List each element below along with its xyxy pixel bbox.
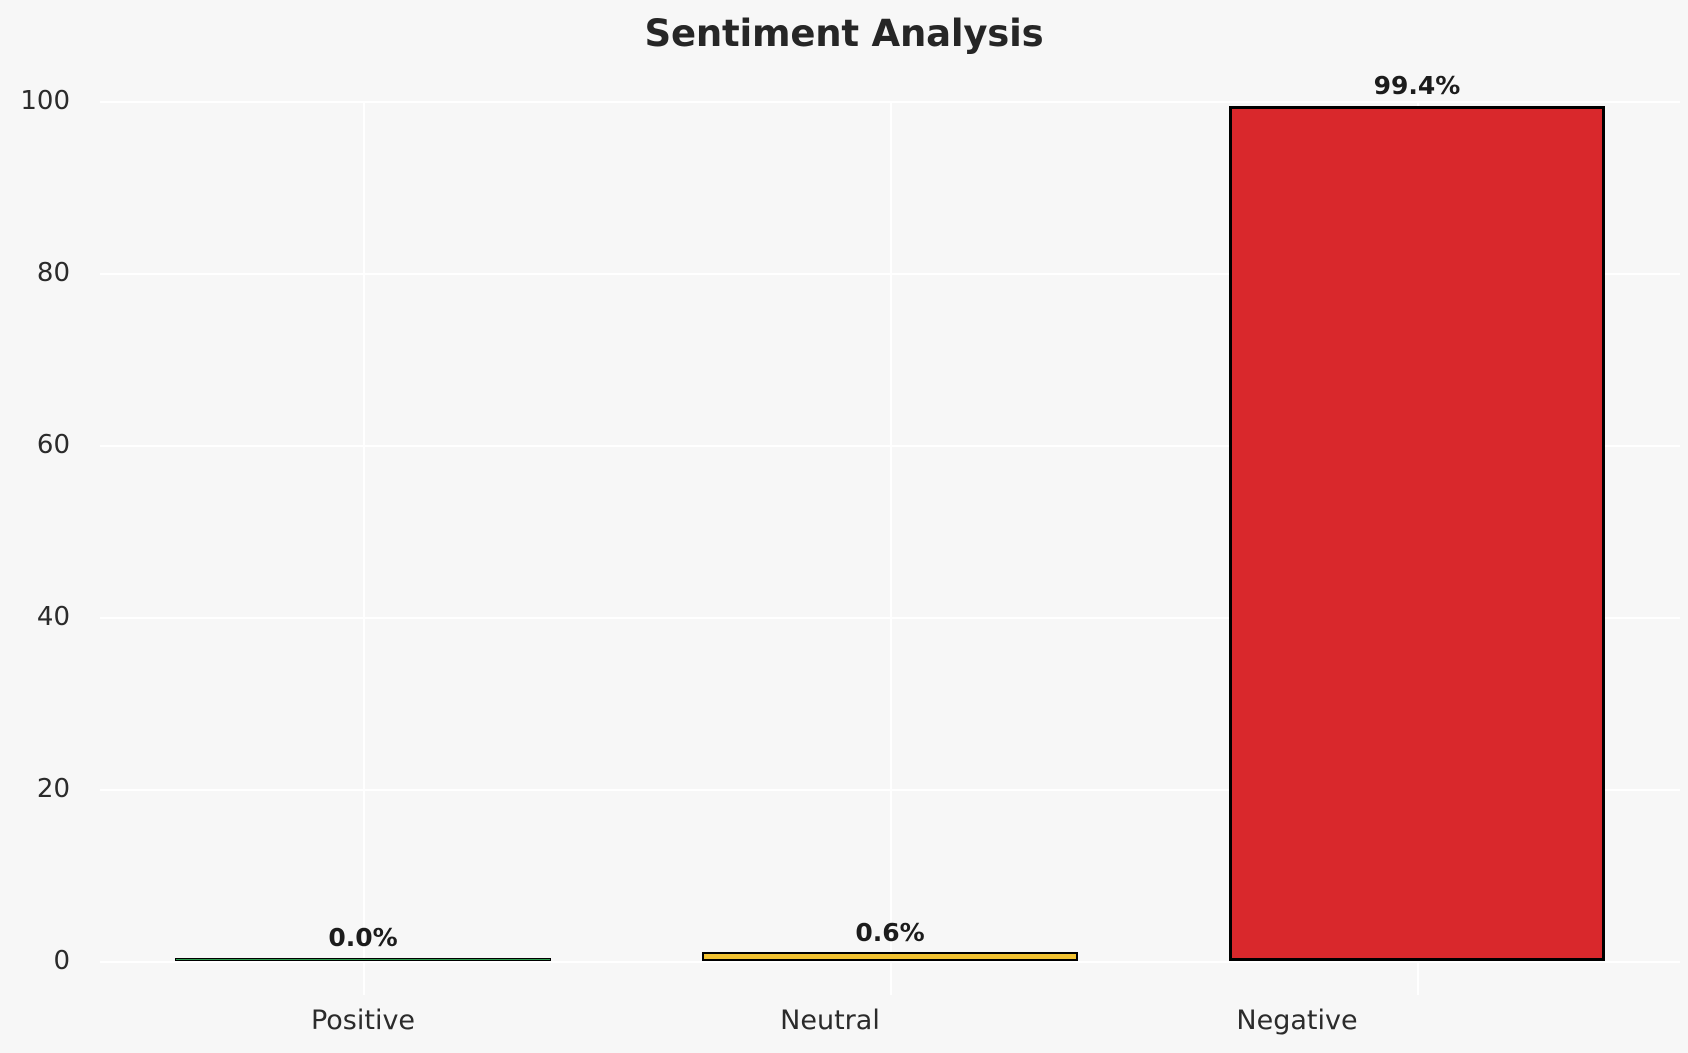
y-tick-20: 20 [36, 773, 70, 804]
y-tick-0: 0 [53, 945, 70, 976]
chart-title: Sentiment Analysis [644, 12, 1044, 55]
gridline-vertical-2 [890, 101, 892, 995]
y-tick-80: 80 [36, 257, 70, 288]
gridline-vertical-1 [363, 101, 365, 995]
bar-neutral[interactable] [702, 951, 1078, 961]
y-tick-60: 60 [36, 429, 70, 460]
x-tick-neutral: Neutral [780, 1005, 880, 1036]
bar-value-positive: 0.0% [328, 922, 398, 952]
bar-value-negative: 99.4% [1373, 70, 1461, 100]
plot-area: 100 80 60 40 20 0 0.0% 0.6% 99.4% [20, 71, 1680, 995]
bar-positive[interactable] [175, 957, 551, 961]
x-tick-positive: Positive [310, 1005, 416, 1036]
bar-value-neutral: 0.6% [855, 917, 925, 947]
bar-negative[interactable] [1229, 106, 1605, 961]
y-tick-40: 40 [36, 601, 70, 632]
y-tick-100: 100 [20, 86, 70, 116]
x-tick-negative: Negative [1236, 1005, 1358, 1036]
